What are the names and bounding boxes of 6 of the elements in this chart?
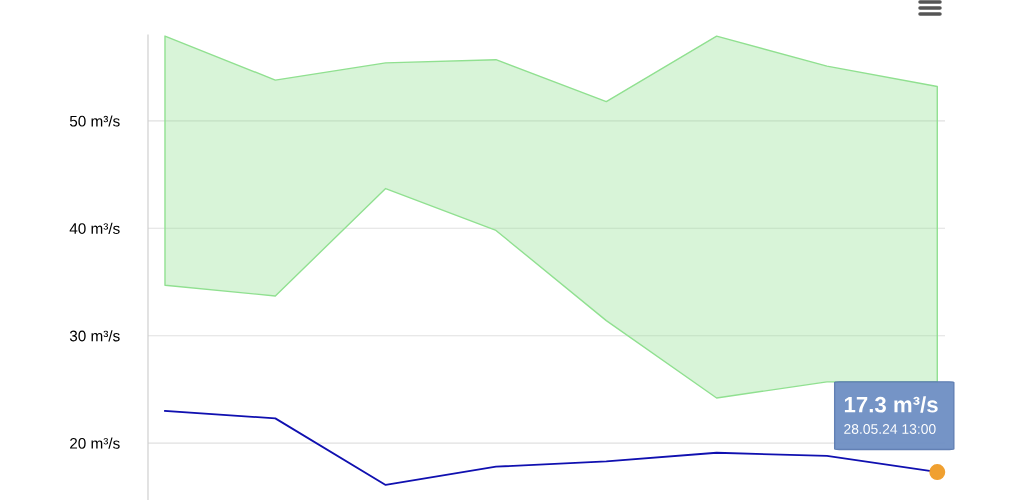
y-tick-label: 40 m³/s — [69, 222, 120, 234]
y-tick-label: 20 m³/s — [70, 437, 120, 449]
annotation: 17.3 m³/s — [844, 396, 938, 413]
annotation: 28.05.24 13:00 — [844, 424, 936, 434]
y-tick-label: 50 m³/s — [69, 115, 120, 127]
y-tick-label: 30 m³/s — [69, 330, 120, 342]
